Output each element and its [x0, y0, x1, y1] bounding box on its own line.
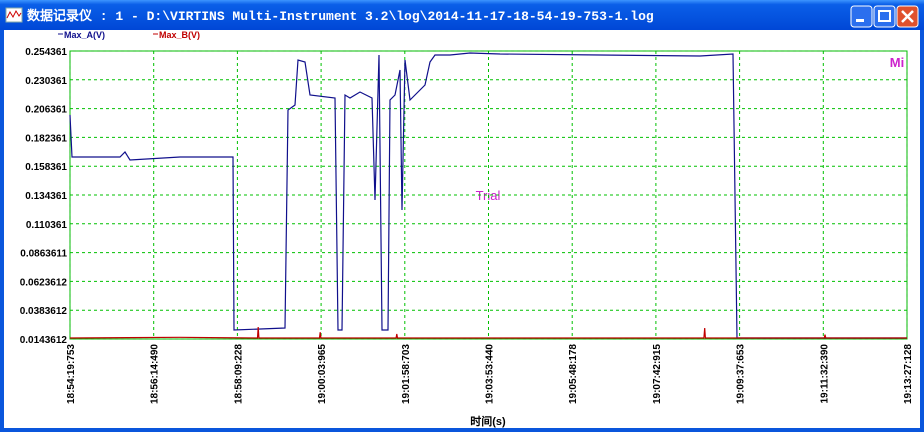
y-tick-label: 0.0383612 — [20, 306, 68, 317]
series-line — [69, 327, 907, 339]
maximize-button[interactable] — [873, 5, 896, 28]
y-tick-label: 0.0623612 — [20, 277, 68, 288]
y-tick-label: 0.182361 — [25, 133, 67, 144]
legend-label: Max_B(V) — [159, 30, 200, 40]
x-tick-label: 19:07:42:915 — [652, 344, 663, 404]
y-tick-label: 0.230361 — [25, 76, 67, 87]
y-tick-label: 0.254361 — [25, 47, 67, 58]
x-tick-label: 19:03:53:440 — [484, 344, 495, 404]
title-bar — [0, 0, 924, 30]
minimize-button[interactable] — [850, 5, 873, 28]
y-tick-label: 0.134361 — [25, 191, 67, 202]
x-tick-label: 19:01:58:703 — [401, 344, 412, 404]
x-tick-label: 18:58:09:228 — [233, 344, 244, 404]
corner-text: Mi — [890, 55, 904, 70]
series-line — [69, 52, 907, 339]
window-title: 数据记录仪 : 1 - D:\VIRTINS Multi-Instrument … — [27, 8, 654, 24]
x-tick-label: 18:56:14:490 — [150, 344, 161, 404]
y-tick-label: 0.110361 — [26, 220, 68, 231]
y-tick-label: 0.206361 — [25, 105, 67, 116]
x-tick-label: 19:11:32:390 — [819, 344, 830, 404]
x-tick-label: 19:00:03:965 — [317, 344, 328, 404]
close-button[interactable] — [896, 5, 919, 28]
x-tick-label: 19:09:37:653 — [736, 344, 747, 404]
y-tick-label: 0.0143612 — [20, 335, 68, 346]
x-tick-label: 19:05:48:178 — [568, 344, 579, 404]
x-axis-title: 时间(s) — [470, 414, 506, 428]
y-tick-label: 0.0863611 — [20, 249, 67, 260]
legend-label: Max_A(V) — [64, 30, 105, 40]
x-tick-label: 19:13:27:128 — [903, 344, 914, 404]
app-icon-wave — [6, 9, 22, 19]
y-tick-label: 0.158361 — [25, 162, 67, 173]
x-tick-label: 18:54:19:753 — [66, 344, 77, 404]
